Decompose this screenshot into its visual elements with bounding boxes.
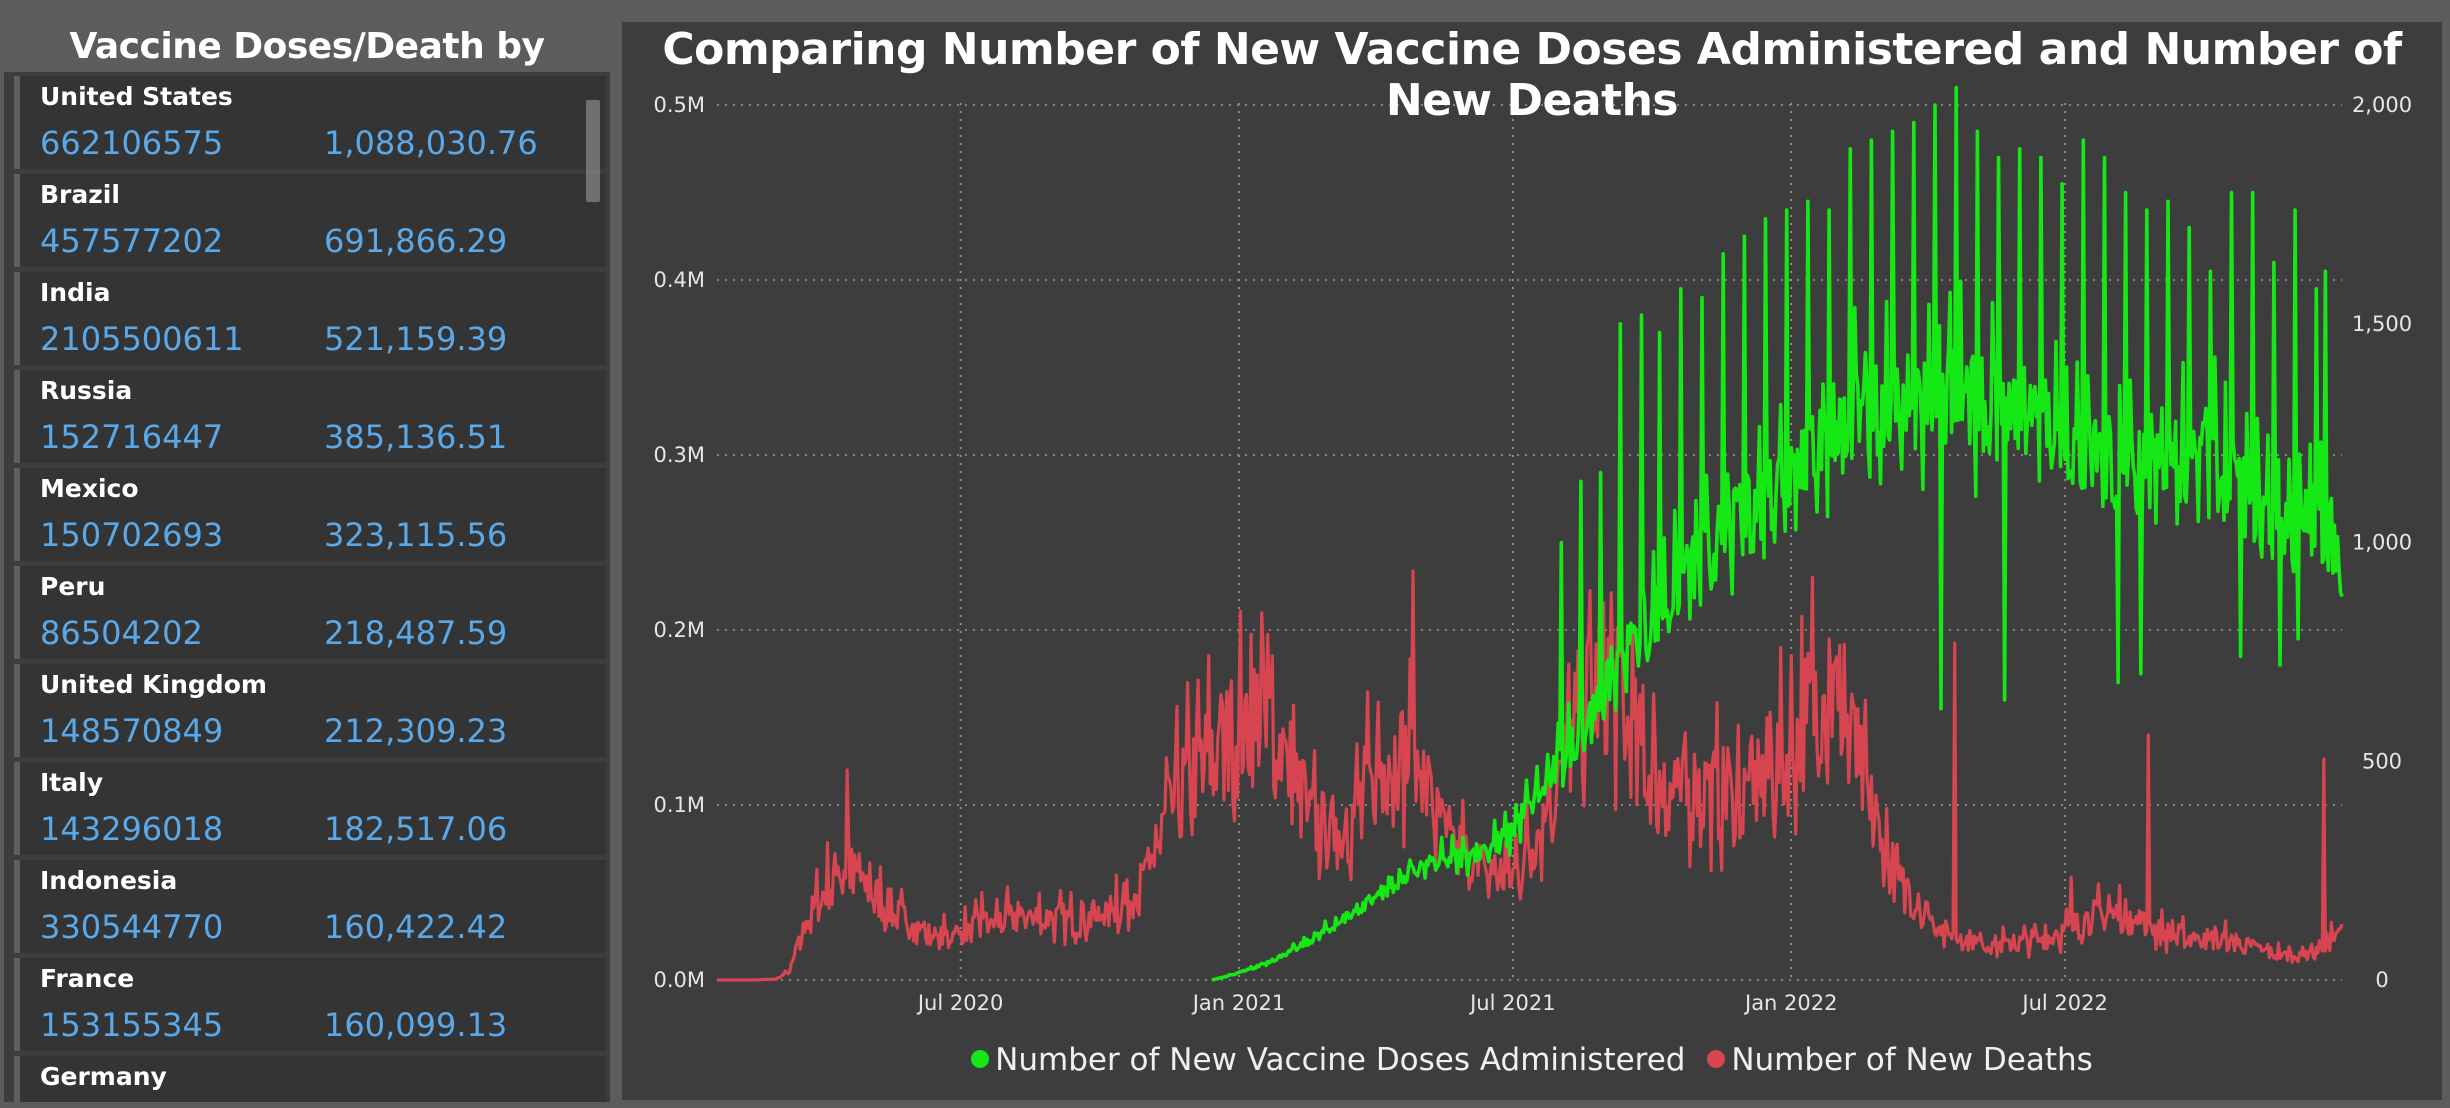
country-name: United States	[40, 82, 233, 111]
y-left-tick-label: 0.4M	[653, 268, 705, 292]
chart-title: Comparing Number of New Vaccine Doses Ad…	[662, 24, 2402, 126]
country-vaccine-doses: 143296018	[40, 810, 224, 848]
x-tick-label: Jul 2022	[2020, 991, 2107, 1015]
y-right-tick-label: 1,000	[2352, 531, 2412, 555]
country-card[interactable]: Peru 86504202 218,487.59	[14, 566, 606, 659]
line-chart[interactable]: 0.0M 0.1M 0.2M 0.3M 0.4M 0.5M 0 500 1,000 1,500 2,…	[622, 22, 2442, 1100]
chart-legend: Number of New Vaccine Doses Administered…	[622, 1042, 2442, 1078]
panel-title: Vaccine Doses/Death by Country	[4, 22, 610, 117]
legend-dot-deaths	[1707, 1050, 1726, 1068]
country-deaths: 218,487.59	[324, 614, 508, 652]
country-name: Russia	[40, 376, 133, 405]
country-vaccine-doses: 148570849	[40, 712, 224, 750]
country-card[interactable]: Mexico 150702693 323,115.56	[14, 468, 606, 561]
legend-item-deaths[interactable]: Number of New Deaths	[1707, 1042, 2093, 1078]
y-left-tick-label: 0.5M	[653, 93, 705, 117]
country-deaths: 323,115.56	[324, 516, 508, 554]
y-left-tick-label: 0.3M	[653, 443, 705, 467]
country-vaccine-doses: 86504202	[40, 614, 203, 652]
y-right-tick-label: 0	[2375, 968, 2388, 992]
y-right-tick-label: 500	[2362, 749, 2402, 773]
country-vaccine-doses: 153155345	[40, 1006, 224, 1044]
y-right-tick-label: 2,000	[2352, 93, 2412, 117]
country-name: Germany	[40, 1062, 167, 1091]
legend-label-deaths: Number of New Deaths	[1731, 1042, 2093, 1078]
country-name: France	[40, 964, 135, 993]
country-deaths: 160,422.42	[324, 908, 508, 946]
country-name: Mexico	[40, 474, 139, 503]
country-name: Peru	[40, 572, 106, 601]
country-table-panel: Vaccine Doses/Death by Country United St…	[4, 22, 610, 1102]
y-left-tick-label: 0.1M	[653, 793, 705, 817]
y-left-tick-label: 0.2M	[653, 618, 705, 642]
country-vaccine-doses: 662106575	[40, 124, 224, 162]
y-right-tick-label: 1,500	[2352, 312, 2412, 336]
country-name: United Kingdom	[40, 670, 267, 699]
country-card[interactable]: United Kingdom 148570849 212,309.23	[14, 664, 606, 757]
country-name: India	[40, 278, 111, 307]
country-card[interactable]: Russia 152716447 385,136.51	[14, 370, 606, 463]
country-card[interactable]: Indonesia 330544770 160,422.42	[14, 860, 606, 953]
country-vaccine-doses: 152716447	[40, 418, 224, 456]
x-tick-label: Jan 2021	[1191, 991, 1286, 1015]
country-vaccine-doses: 150702693	[40, 516, 224, 554]
country-deaths: 212,309.23	[324, 712, 508, 750]
country-name: Indonesia	[40, 866, 178, 895]
country-card[interactable]: France 153155345 160,099.13	[14, 958, 606, 1051]
country-deaths: 521,159.39	[324, 320, 508, 358]
country-vaccine-doses: 2105500611	[40, 320, 244, 358]
country-card[interactable]: Germany	[14, 1056, 606, 1102]
y-left-tick-label: 0.0M	[653, 968, 705, 992]
country-deaths: 1,088,030.76	[324, 124, 538, 162]
series-line-vaccine-doses	[1211, 85, 2344, 982]
country-deaths: 160,099.13	[324, 1006, 508, 1044]
legend-dot-doses	[971, 1050, 990, 1068]
country-name: Brazil	[40, 180, 120, 209]
list-scrollbar[interactable]	[586, 100, 600, 202]
country-card[interactable]: India 2105500611 521,159.39	[14, 272, 606, 365]
country-card[interactable]: United States 662106575 1,088,030.76	[14, 76, 606, 169]
series-line-new-deaths	[716, 569, 2344, 982]
country-vaccine-doses: 457577202	[40, 222, 224, 260]
country-deaths: 182,517.06	[324, 810, 508, 848]
x-tick-label: Jan 2022	[1743, 991, 1838, 1015]
country-card[interactable]: Brazil 457577202 691,866.29	[14, 174, 606, 267]
chart-panel: 0.0M 0.1M 0.2M 0.3M 0.4M 0.5M 0 500 1,000 1,500 2,…	[622, 22, 2442, 1100]
country-deaths: 691,866.29	[324, 222, 508, 260]
x-tick-label: Jul 2020	[916, 991, 1003, 1015]
legend-label-doses: Number of New Vaccine Doses Administered	[995, 1042, 1686, 1078]
country-name: Italy	[40, 768, 103, 797]
country-vaccine-doses: 330544770	[40, 908, 224, 946]
legend-item-doses[interactable]: Number of New Vaccine Doses Administered	[971, 1042, 1685, 1078]
x-tick-label: Jul 2021	[1468, 991, 1555, 1015]
country-deaths: 385,136.51	[324, 418, 508, 456]
country-card[interactable]: Italy 143296018 182,517.06	[14, 762, 606, 855]
